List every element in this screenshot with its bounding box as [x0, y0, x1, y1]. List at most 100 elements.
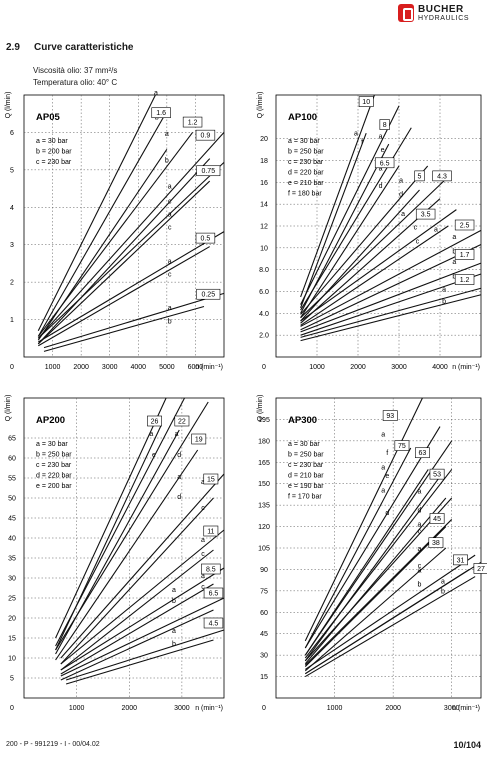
chart-1-y-tick-label: 2: [10, 280, 14, 287]
chart-4-series-letter: a: [381, 464, 385, 471]
chart-3-displacement-label: 8.5: [206, 567, 216, 574]
chart-3-series-line: [60, 609, 214, 681]
chart-4-origin-label: 0: [262, 705, 266, 712]
chart-3-y-tick-label: 30: [8, 576, 16, 583]
chart-4-series-letter: f: [386, 450, 388, 457]
chart-2-series-line: [300, 294, 482, 342]
chart-2-x-tick-label: 1000: [309, 364, 325, 371]
brand-name: BUCHER: [418, 4, 464, 15]
chart-1-legend-entry: c = 230 bar: [36, 159, 72, 166]
chart-2-displacement-label: 2.5: [460, 223, 470, 230]
chart-4-displacement-box: [429, 468, 445, 480]
chart-2-displacement-box: [358, 96, 374, 107]
chart-4-series-line: [304, 440, 453, 656]
chart-2-series-letter: a: [452, 259, 456, 266]
chart-3-series-letter: a: [201, 479, 205, 486]
chart-3-series-letter: e: [152, 452, 156, 459]
chart-4-legend-entry: d = 210 bar: [288, 473, 324, 480]
chart-1-series-line: [43, 305, 205, 352]
chart-3-x-tick-label: 1000: [69, 705, 85, 712]
chart-2-series-line: [300, 198, 441, 324]
chart-1-series-line: [37, 113, 166, 337]
chart-1-series-line: [38, 231, 225, 343]
chart-2-displacement-box: [454, 274, 475, 285]
chart-2-series-letter: a: [379, 165, 383, 172]
chart-2-series-letter: b: [452, 248, 456, 255]
chart-4-series-line: [304, 476, 441, 662]
chart-4-x-axis-label: n (min⁻¹): [452, 705, 480, 712]
chart-3-series-letter: c: [201, 551, 205, 558]
chart-1-x-tick-label: 4000: [130, 364, 146, 371]
chart-1-displacement-label: 1.6: [156, 110, 166, 117]
chart-3-y-tick-label: 15: [8, 636, 16, 643]
chart-4-y-tick-label: 30: [260, 653, 268, 660]
chart-2-x-axis-label: n (min⁻¹): [452, 364, 480, 371]
chart-1-displacement-box: [195, 129, 216, 141]
chart-3-y-tick-label: 45: [8, 516, 16, 523]
chart-3-legend-entry: a = 30 bar: [36, 441, 68, 448]
chart-2-series-letter: e: [381, 147, 385, 154]
chart-3-y-tick-label: 35: [8, 556, 16, 563]
chart-3-series-letter: d: [177, 494, 181, 501]
chart-2-series-line: [300, 94, 375, 298]
chart-3-y-tick-label: 55: [8, 476, 16, 483]
chart-4-displacement-box: [453, 554, 468, 566]
chart-1-series-letter: a: [168, 258, 172, 265]
chart-2-series-line: [300, 229, 482, 327]
chart-1-x-tick-label: 3000: [102, 364, 118, 371]
chart-4-series-letter: d: [385, 510, 389, 517]
chart-2-legend-entry: b = 250 bar: [288, 149, 324, 156]
chart-1-series-letter: c: [168, 272, 172, 279]
chart-2-series-line: [300, 133, 367, 309]
chart-3-y-tick-label: 50: [8, 496, 16, 503]
chart-2-legend-entry: a = 30 bar: [288, 138, 320, 145]
chart-3-series-letter: a: [172, 587, 176, 594]
chart-2-origin-label: 0: [262, 364, 266, 371]
chart-3-series-line: [65, 639, 214, 685]
chart-4-y-tick-label: 195: [258, 417, 270, 424]
chart-2-legend-entry: c = 230 bar: [288, 159, 324, 166]
chart-1-y-tick-label: 1: [10, 317, 14, 324]
chart-4-series-line: [305, 576, 476, 678]
chart-3-y-tick-label: 20: [8, 616, 16, 623]
chart-4-y-tick-label: 90: [260, 567, 268, 574]
chart-4-series-letter: c: [418, 563, 422, 570]
chart-3-series-line: [60, 549, 214, 671]
chart-3-series-letter: c: [201, 505, 205, 512]
chart-3-series-letter: b: [172, 598, 176, 605]
chart-4-series-line: [304, 426, 441, 649]
chart-2-series-line: [300, 176, 449, 319]
chart-3-series-line: [60, 597, 225, 677]
chart-4-y-tick-label: 135: [258, 503, 270, 510]
chart-4-displacement-label: 45: [433, 516, 441, 523]
chart-4-y-tick-label: 150: [258, 481, 270, 488]
chart-1-displacement-box: [196, 165, 221, 177]
chart-1-displacement-label: 1.2: [188, 120, 198, 127]
chart-3-y-tick-label: 60: [8, 456, 16, 463]
chart-4-series-line: [304, 561, 482, 675]
chart-4-displacement-box: [428, 537, 444, 549]
chart-1-series-line: [37, 132, 225, 339]
chart-4-series-letter: a: [381, 432, 385, 439]
chart-2-y-tick-label: 14: [260, 202, 268, 209]
chart-3-series-letter: a: [201, 573, 205, 580]
chart-1-displacement-label: 0.9: [201, 133, 211, 140]
chart-2-series-letter: a: [442, 287, 446, 294]
chart-4-displacement-label: 38: [432, 540, 440, 547]
chart-3-displacement-box: [174, 415, 190, 427]
chart-4-y-tick-label: 45: [260, 631, 268, 638]
page-number: 10/104: [453, 740, 481, 750]
chart-2-displacement-label: 8: [383, 122, 387, 129]
chart-2-series-letter: d: [399, 192, 403, 199]
chart-1-series-letter: b: [165, 157, 169, 164]
chart-3-displacement-label: 6.5: [209, 591, 219, 598]
chart-1-frame: [23, 94, 225, 358]
chart-2-displacement-box: [454, 219, 475, 231]
bucher-logo-mark-icon: [398, 4, 414, 22]
chart-4-series-letter: b: [418, 582, 422, 589]
chart-3-series-letter: a: [172, 628, 176, 635]
chart-2-series-letter: b: [442, 299, 446, 306]
chart-1-displacement-label: 0.5: [201, 236, 211, 243]
chart-4-series-line: [304, 497, 453, 662]
chart-2-series-letter: a: [401, 211, 405, 218]
